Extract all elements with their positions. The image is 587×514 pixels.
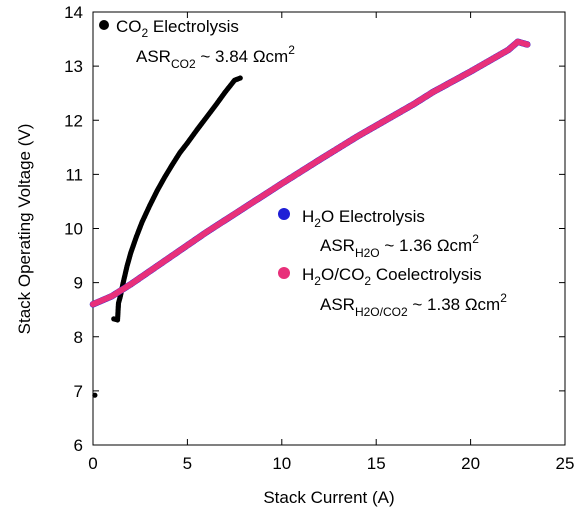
legend-co2-asr: ASR [136, 47, 171, 66]
x-tick-label: 20 [461, 454, 480, 473]
legend-h2o-asr: ASR [320, 236, 355, 255]
legend-h2o: H2O Electrolysis ASRH2O ~ 1.36 Ωcm2 [278, 207, 479, 260]
series-2 [90, 38, 531, 308]
x-tick-label: 0 [88, 454, 97, 473]
x-tick-label: 25 [556, 454, 575, 473]
legend-coel-sub2: 2 [364, 274, 371, 288]
legend-coel: H2O/CO2 Coelectrolysis ASRH2O/CO2 ~ 1.38… [278, 265, 507, 319]
legend-coel-asr-val: ~ 1.38 Ωcm [408, 295, 501, 314]
data-point [237, 75, 243, 81]
legend-coel-sup: 2 [500, 291, 507, 305]
legend-co2-asr-sub: CO2 [171, 57, 196, 71]
legend-h2o-sub: 2 [314, 216, 321, 230]
x-axis: 0 5 10 15 20 25 [88, 12, 574, 473]
legend-co2-sub: 2 [142, 26, 149, 40]
series-0 [92, 75, 243, 398]
legend-label-h2o: H2O Electrolysis [302, 207, 425, 230]
legend-coel-post: Coelectrolysis [371, 265, 482, 284]
legend-h2o-sup: 2 [472, 232, 479, 246]
legend-h2o-post: O Electrolysis [321, 207, 425, 226]
legend-asr-co2: ASRCO2 ~ 3.84 Ωcm2 [136, 43, 295, 71]
legend-marker-h2o [278, 208, 290, 220]
legend-coel-pre: H [302, 265, 314, 284]
y-tick-label: 8 [74, 328, 83, 347]
y-tick-label: 10 [64, 220, 83, 239]
y-tick-label: 13 [64, 57, 83, 76]
x-tick-label: 5 [183, 454, 192, 473]
y-tick-label: 11 [65, 165, 83, 184]
legend-co2-pre: CO [116, 17, 142, 36]
legend-co2-sup: 2 [288, 43, 295, 57]
legend-h2o-asr-sub: H2O [355, 246, 380, 260]
y-tick-label: 14 [64, 3, 83, 22]
legend-coel-mid: O/CO [321, 265, 364, 284]
legend-label-coel: H2O/CO2 Coelectrolysis [302, 265, 482, 288]
legend-co2-asr-val: ~ 3.84 Ωcm [196, 47, 289, 66]
y-tick-label: 6 [74, 436, 83, 455]
y-tick-label: 7 [74, 382, 83, 401]
legend-coel-sub: 2 [314, 274, 321, 288]
x-tick-label: 15 [367, 454, 386, 473]
legend-h2o-asr-val: ~ 1.36 Ωcm [380, 236, 473, 255]
series-layer [89, 38, 531, 398]
legend-h2o-pre: H [302, 207, 314, 226]
y-axis-title: Stack Operating Voltage (V) [15, 124, 34, 335]
legend-marker-coel [278, 267, 290, 279]
legend-co2: CO2 Electrolysis ASRCO2 ~ 3.84 Ωcm2 [99, 17, 295, 71]
data-point [524, 41, 531, 48]
y-tick-label: 12 [64, 111, 83, 130]
legend-label-co2: CO2 Electrolysis [116, 17, 239, 40]
legend-coel-asr: ASR [320, 295, 355, 314]
legend-marker-co2 [99, 20, 109, 30]
legend-asr-coel: ASRH2O/CO2 ~ 1.38 Ωcm2 [320, 291, 507, 319]
legend-co2-post: Electrolysis [148, 17, 239, 36]
plot-frame [92, 11, 566, 446]
legend-asr-h2o: ASRH2O ~ 1.36 Ωcm2 [320, 232, 479, 260]
data-point [92, 392, 98, 398]
x-tick-label: 10 [272, 454, 291, 473]
legend-coel-asr-sub: H2O/CO2 [355, 305, 408, 319]
y-axis: 6 7 8 9 10 11 12 13 14 [64, 3, 565, 455]
x-axis-title: Stack Current (A) [263, 488, 394, 507]
y-tick-label: 9 [74, 274, 83, 293]
